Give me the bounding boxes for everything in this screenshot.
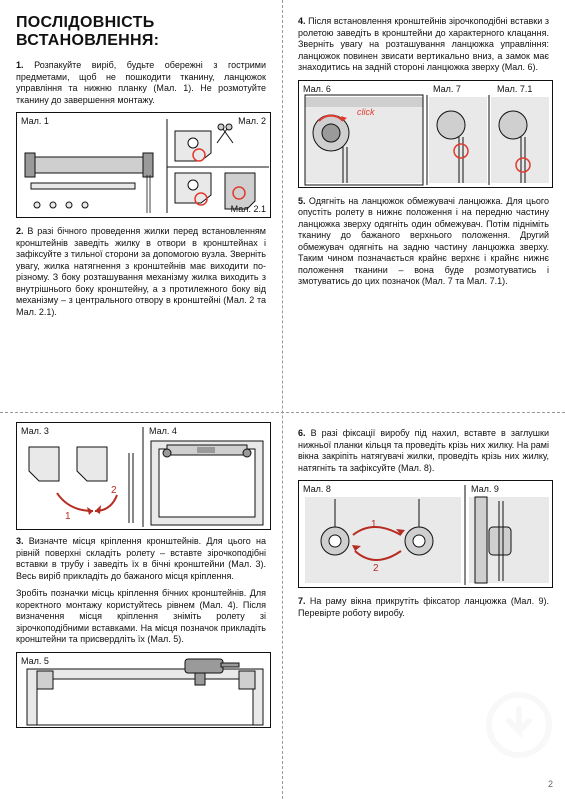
page-number: 2 [548, 779, 553, 789]
figure-6-label: Мал. 6 [303, 84, 331, 94]
svg-text:2: 2 [111, 485, 117, 496]
page-title: ПОСЛІДОВНІСТЬ ВСТАНОВЛЕННЯ: [16, 14, 266, 50]
figure-2-label: Мал. 2 [238, 116, 266, 126]
figure-8-label: Мал. 8 [303, 484, 331, 494]
figure-6-7: Мал. 6 Мал. 7 Мал. 7.1 click [298, 80, 553, 188]
figure-1-label: Мал. 1 [21, 116, 49, 126]
figure-5-svg [17, 653, 272, 729]
figure-3-4: Мал. 3 Мал. 4 1 2 [16, 422, 271, 530]
watermark-icon [485, 691, 553, 759]
scissors-icon [217, 124, 233, 143]
figure-7-label: Мал. 7 [433, 84, 461, 94]
figure-6-svg: click [299, 81, 554, 189]
svg-text:1: 1 [65, 511, 71, 522]
figure-4-label: Мал. 4 [149, 426, 177, 436]
figure-7-1-label: Мал. 7.1 [497, 84, 532, 94]
step-1: 1. Розпакуйте виріб, будьте обережні з г… [16, 60, 266, 106]
figure-3-svg: 1 2 [17, 423, 272, 531]
step-6: 6. В разі фіксації виробу під нахил, вст… [298, 428, 549, 474]
figure-3-label: Мал. 3 [21, 426, 49, 436]
figure-5: Мал. 5 [16, 652, 271, 728]
svg-text:1: 1 [371, 519, 377, 530]
step-4: 4. Після встановлення кронштейнів зірочк… [298, 16, 549, 74]
figure-1: Мал. 1 Мал. 2 Мал. 2.1 [16, 112, 271, 218]
step-5: 5. Одягніть на ланцюжок обмежувачі ланцю… [298, 196, 549, 288]
step-3: 3. Визначте місця кріплення кронштейнів.… [16, 536, 266, 582]
step-3b: Зробіть позначки місць кріплення бічних … [16, 588, 266, 646]
figure-9-label: Мал. 9 [471, 484, 499, 494]
step-7: 7. На раму вікна прикрутіть фіксатор лан… [298, 596, 549, 619]
figure-5-label: Мал. 5 [21, 656, 49, 666]
click-label: click [357, 107, 375, 117]
figure-8-9: Мал. 8 Мал. 9 1 [298, 480, 553, 588]
figure-8-svg: 1 2 [299, 481, 554, 589]
step-2: 2. В разі бічного проведення жилки перед… [16, 226, 266, 318]
figure-2-1-label: Мал. 2.1 [231, 204, 266, 214]
svg-text:2: 2 [373, 563, 379, 574]
